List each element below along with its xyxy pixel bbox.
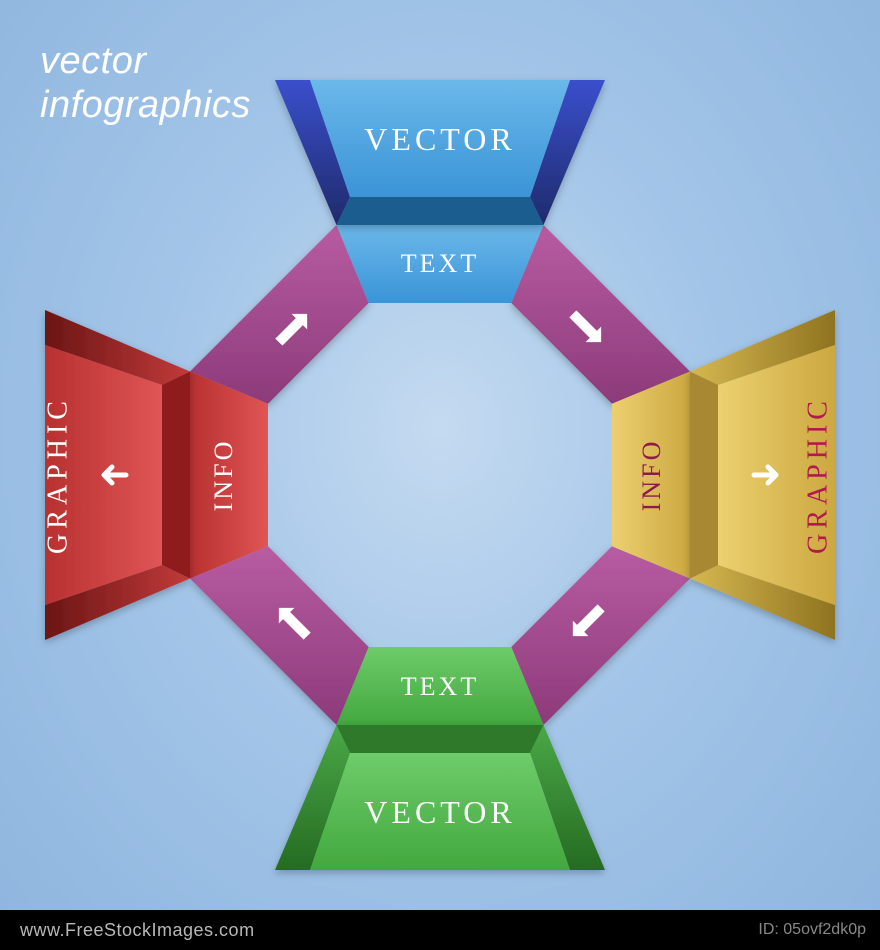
bottom-outer-label: VECTOR [364, 794, 515, 830]
centered-group: TEXT VECTOR TEXT VECTOR INFO GRAPHIC INF… [42, 80, 835, 870]
left-inner-label: INFO [209, 439, 238, 512]
diagram-stage: TEXT VECTOR TEXT VECTOR INFO GRAPHIC INF… [0, 0, 880, 950]
bottom-inner-label: TEXT [401, 672, 479, 701]
left-outer-label: GRAPHIC [42, 396, 73, 554]
watermark-bar: www.FreeStockImages.com ID: 05ovf2dk0p [0, 910, 880, 950]
watermark-id: ID: 05ovf2dk0p [758, 921, 866, 939]
top-outer-label: VECTOR [364, 121, 515, 157]
right-inner-label: INFO [637, 439, 666, 512]
band-ne [511, 225, 690, 404]
band-se [511, 546, 690, 725]
top-inner-label: TEXT [401, 249, 479, 278]
band-nw [190, 225, 369, 404]
right-outer-label: GRAPHIC [802, 396, 833, 554]
band-sw [190, 546, 369, 725]
watermark-site: www.FreeStockImages.com [20, 920, 255, 941]
infographic-svg: TEXT VECTOR TEXT VECTOR INFO GRAPHIC INF… [0, 0, 880, 950]
